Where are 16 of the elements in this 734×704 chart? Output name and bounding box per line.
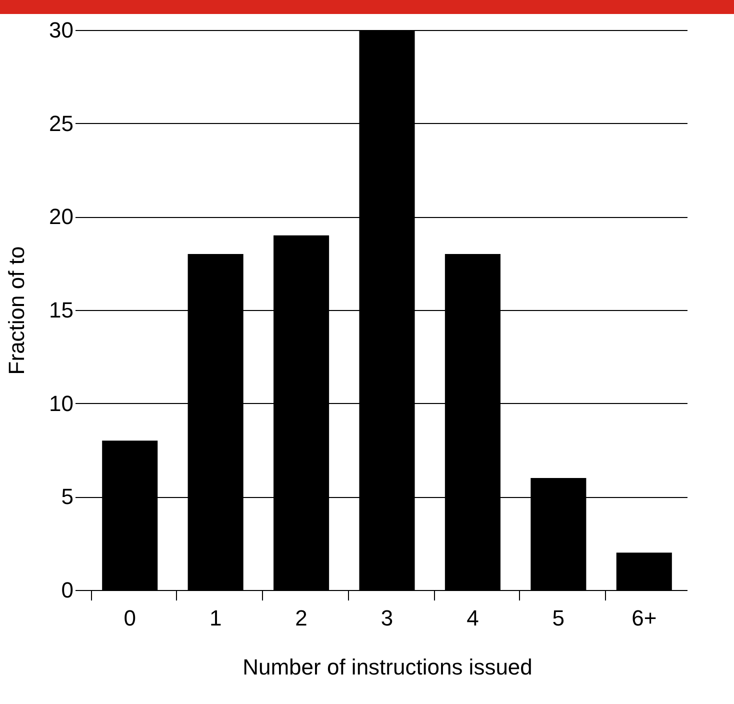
y-axis-title: Fraction of to [4,246,30,375]
y-tick-label: 5 [61,484,74,510]
x-tick-label: 5 [552,606,565,630]
x-tick-label: 3 [380,606,394,630]
x-tick-label: 0 [124,606,136,630]
y-tick-label: 25 [49,110,74,136]
x-tick-label: 6+ [632,606,657,630]
y-tick-label: 10 [49,390,74,416]
y-tick-label: 20 [49,204,74,230]
x-tick-label: 4 [466,606,479,630]
x-axis-title: Number of instructions issued [242,654,532,680]
y-tick-label: 15 [49,298,74,322]
y-tick-label: 30 [49,18,74,42]
y-tick-label: 0 [61,578,74,602]
x-tick-label: 1 [209,606,222,630]
x-tick-label: 2 [295,606,308,630]
